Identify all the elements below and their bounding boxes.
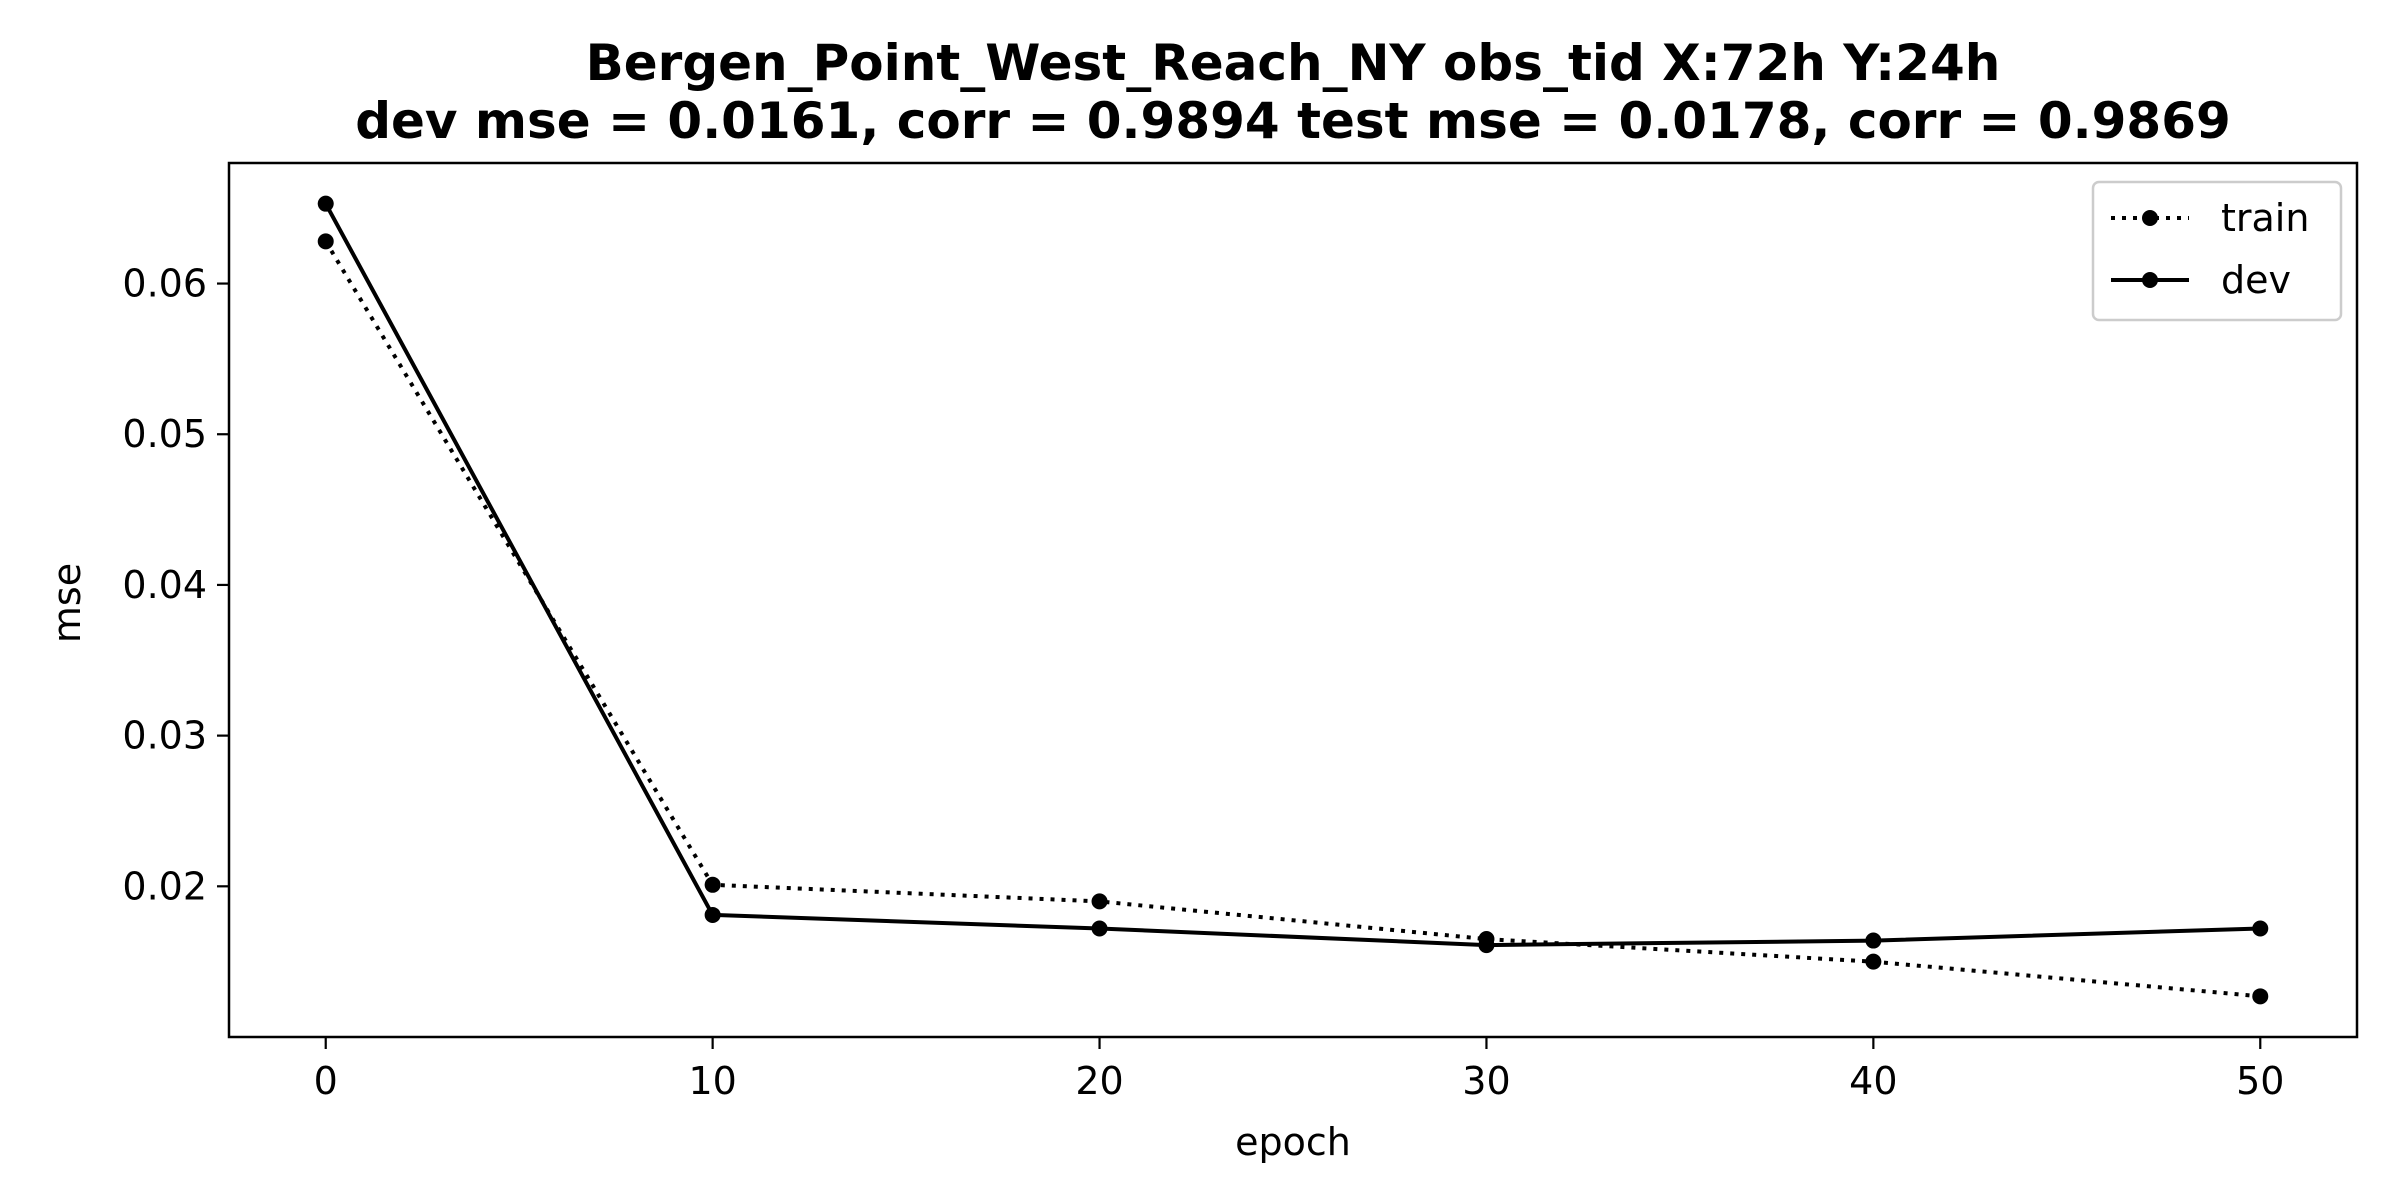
y-axis-label: mse xyxy=(45,563,89,643)
x-tick-label: 20 xyxy=(1075,1059,1123,1103)
x-tick-label: 0 xyxy=(314,1059,338,1103)
legend-label-train: train xyxy=(2221,196,2309,240)
legend-label-dev: dev xyxy=(2221,258,2291,302)
y-tick-label: 0.04 xyxy=(122,563,207,607)
data-point-dev xyxy=(2252,920,2269,937)
legend-marker-train xyxy=(2142,210,2158,226)
y-tick-label: 0.05 xyxy=(122,412,207,456)
x-tick-label: 10 xyxy=(688,1059,736,1103)
series-line-dev xyxy=(323,202,2261,948)
legend: train dev xyxy=(2091,180,2343,322)
data-point-train xyxy=(317,233,334,250)
x-tick-label: 30 xyxy=(1462,1059,1510,1103)
data-point-dev xyxy=(704,906,721,923)
plot-frame xyxy=(227,161,2359,1039)
x-tick-label: 40 xyxy=(1849,1059,1897,1103)
chart-subtitle: dev mse = 0.0161, corr = 0.9894 test mse… xyxy=(355,92,2231,150)
plot-area: 0 10 20 30 40 50 0.02 0.03 0.04 0.05 0.06 xyxy=(122,161,2359,1103)
data-point-train xyxy=(2252,988,2269,1005)
data-point-train xyxy=(1865,953,1882,970)
legend-marker-dev xyxy=(2142,272,2158,288)
x-tick-label: 50 xyxy=(2236,1059,2284,1103)
series-line-train xyxy=(323,240,2261,999)
y-tick-label: 0.06 xyxy=(122,262,207,306)
data-point-dev xyxy=(1865,932,1882,949)
data-point-train xyxy=(1091,893,1108,910)
y-tick-label: 0.03 xyxy=(122,714,207,758)
x-axis-label: epoch xyxy=(1235,1120,1351,1164)
data-point-train xyxy=(704,876,721,893)
y-tick-label: 0.02 xyxy=(122,864,207,908)
data-point-dev xyxy=(1091,920,1108,937)
data-point-dev xyxy=(1478,937,1495,954)
chart-title: Bergen_Point_West_Reach_NY obs_tid X:72h… xyxy=(586,34,2001,92)
data-point-dev xyxy=(317,195,334,212)
